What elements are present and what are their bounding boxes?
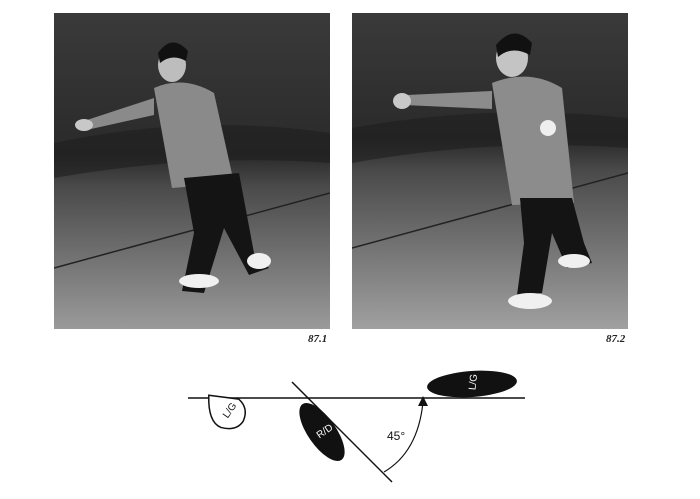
footwork-diagram: 45° L/G R/D L/G [180, 360, 530, 485]
diagonal-line [291, 381, 393, 483]
photo-figure-87-2 [352, 13, 628, 329]
arrow-head-icon [418, 396, 428, 406]
foot-right: R/D [299, 403, 345, 461]
foot-left-start: L/G [208, 394, 247, 430]
foot-left-end: L/G [427, 370, 517, 398]
foot-label: L/G [467, 373, 480, 390]
angle-label: 45° [387, 429, 405, 443]
figure-caption: 87.1 [308, 333, 328, 345]
angle-arc [383, 401, 424, 473]
figure-caption: 87.2 [606, 333, 626, 345]
photo-figure-87-1 [54, 13, 330, 329]
